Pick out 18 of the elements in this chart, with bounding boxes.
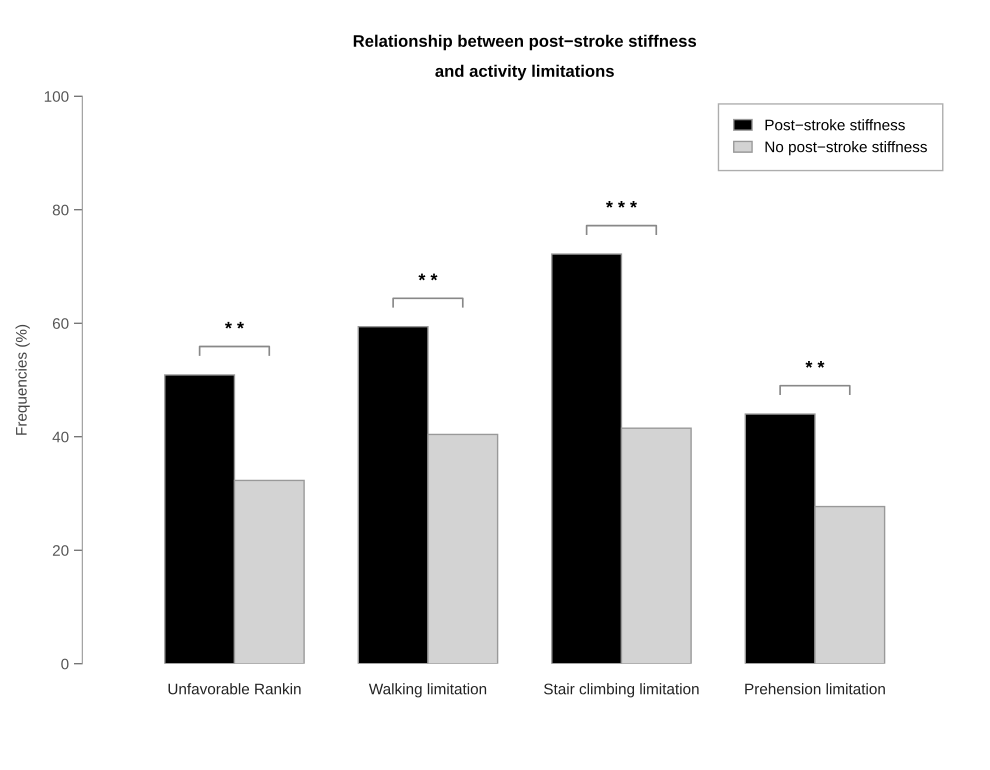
y-tick-label: 60 <box>52 318 69 329</box>
y-tick-label: 20 <box>52 545 69 556</box>
x-tick-label: Stair climbing limitation <box>544 683 699 698</box>
y-tick-label: 100 <box>44 91 69 102</box>
y-tick-label: 80 <box>52 204 69 216</box>
legend-label: Post−stroke stiffness <box>766 119 905 130</box>
annotation: * * <box>418 274 438 280</box>
y-tick-label: 40 <box>52 432 69 442</box>
y-tick-label: 0 <box>61 658 69 670</box>
legend-label: No post−stroke stiffness <box>766 141 927 156</box>
chart-title: Relationship between post−stroke stiffness and activity limitations <box>354 34 696 80</box>
annotation: * * * <box>606 200 637 208</box>
x-tick-label: Prehension limitation <box>745 683 885 694</box>
y-axis-title: Frequencies (%) <box>16 324 30 435</box>
x-tick-label: Unfavorable Rankin <box>168 683 301 694</box>
annotation: * * <box>224 322 244 329</box>
annotation: * * <box>805 360 824 368</box>
x-tick-label: Walking limitation <box>368 683 486 698</box>
